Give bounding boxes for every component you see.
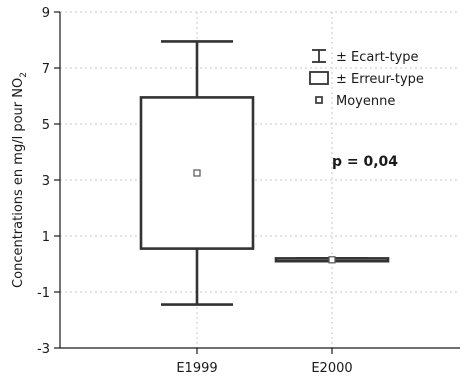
y-tick-label-0: -3: [37, 342, 50, 357]
y-tick-label-3: 3: [42, 174, 50, 189]
x-axis-ticks: E1999 E2000: [176, 348, 353, 376]
x-tick-label-1: E2000: [311, 361, 352, 376]
y-tick-label-4: 5: [42, 118, 50, 133]
legend-item-mean: Moyenne: [315, 94, 395, 109]
legend-box-symbol: [309, 71, 329, 85]
y-tick-label-6: 9: [42, 6, 50, 21]
y-tick-label-2: 1: [42, 230, 50, 245]
legend-mean-symbol: [315, 96, 323, 104]
mean-marker-0: [193, 169, 201, 177]
mean-marker-1: [328, 256, 336, 264]
x-tick-label-0: E1999: [176, 361, 217, 376]
y-tick-label-5: 7: [42, 62, 50, 77]
legend-item-whisker: ± Ecart-type: [312, 49, 419, 65]
box-series: [139, 40, 390, 306]
legend-item-box: ± Erreur-type: [309, 71, 424, 87]
legend-label-mean: Moyenne: [336, 94, 395, 109]
y-tick-label-1: -1: [37, 286, 50, 301]
y-axis-ticks: -3 -1 1 3 5 7 9: [37, 6, 60, 357]
box-E2000: [274, 256, 390, 264]
legend-label-box: ± Erreur-type: [336, 72, 424, 87]
legend-label-whisker: ± Ecart-type: [336, 50, 419, 65]
y-axis-label: Concentrations en mg/l pour NO2: [11, 72, 29, 288]
legend: ± Ecart-type ± Erreur-type Moyenne: [309, 49, 424, 109]
p-value-annotation: p = 0,04: [332, 154, 398, 170]
box-E1999: [139, 40, 255, 306]
y-axis-label-subscript: 2: [19, 72, 29, 78]
